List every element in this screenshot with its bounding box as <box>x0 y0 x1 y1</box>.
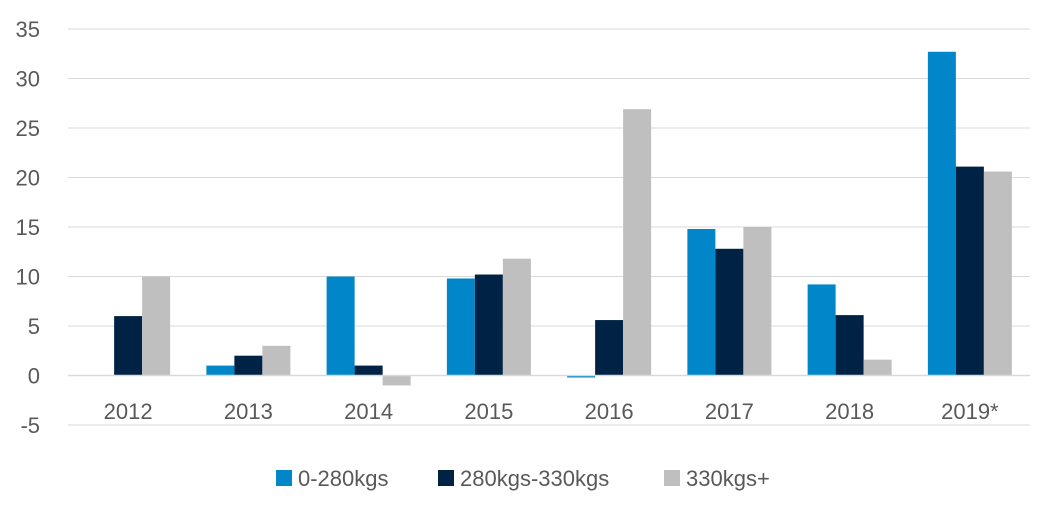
x-tick-label: 2016 <box>585 399 634 424</box>
bar <box>326 276 355 376</box>
legend-swatch <box>664 470 680 486</box>
bar <box>234 355 263 376</box>
bar <box>262 345 291 376</box>
legend-swatch <box>276 470 292 486</box>
y-tick-label: 0 <box>28 364 40 389</box>
x-tick-label: 2018 <box>825 399 874 424</box>
x-tick-label: 2013 <box>224 399 273 424</box>
y-tick-label: 10 <box>16 265 40 290</box>
y-tick-label: 15 <box>16 215 40 240</box>
bar <box>623 109 652 376</box>
bar <box>955 166 984 376</box>
y-tick-label: 5 <box>28 314 40 339</box>
bar <box>502 258 531 376</box>
bar <box>863 359 892 376</box>
x-tick-label: 2015 <box>464 399 513 424</box>
bar <box>835 315 864 376</box>
y-tick-label: 30 <box>16 67 40 92</box>
legend-label: 0-280kgs <box>298 466 389 491</box>
bar <box>446 278 475 376</box>
legend: 0-280kgs 280kgs-330kgs 330kgs+ <box>276 466 770 491</box>
legend-swatch <box>438 470 454 486</box>
bar <box>206 365 235 376</box>
x-tick-label: 2014 <box>344 399 393 424</box>
bar <box>474 274 503 376</box>
bar <box>114 316 143 376</box>
x-tick-label: 2017 <box>705 399 754 424</box>
bar <box>807 284 836 376</box>
bar <box>567 375 596 378</box>
y-tick-label: 25 <box>16 116 40 141</box>
bars <box>114 51 1012 386</box>
x-tick-label: 2012 <box>104 399 153 424</box>
bar <box>687 228 716 376</box>
y-tick-label: -5 <box>20 413 40 438</box>
bar <box>743 227 772 376</box>
bar <box>354 365 383 376</box>
bar <box>382 375 411 386</box>
bar <box>142 276 171 376</box>
bar <box>927 51 956 376</box>
x-tick-label: 2019* <box>941 399 999 424</box>
legend-label: 330kgs+ <box>686 466 770 491</box>
x-axis-ticks: 2012 2013 2014 2015 2016 2017 2018 2019* <box>104 399 999 424</box>
y-tick-label: 20 <box>16 166 40 191</box>
bar <box>595 320 624 376</box>
legend-label: 280kgs-330kgs <box>460 466 609 491</box>
bar <box>983 171 1012 376</box>
bar <box>715 248 744 376</box>
gridlines <box>68 28 1030 426</box>
y-tick-label: 35 <box>16 17 40 42</box>
y-axis-ticks: 35 30 25 20 15 10 5 0 -5 <box>16 17 40 438</box>
